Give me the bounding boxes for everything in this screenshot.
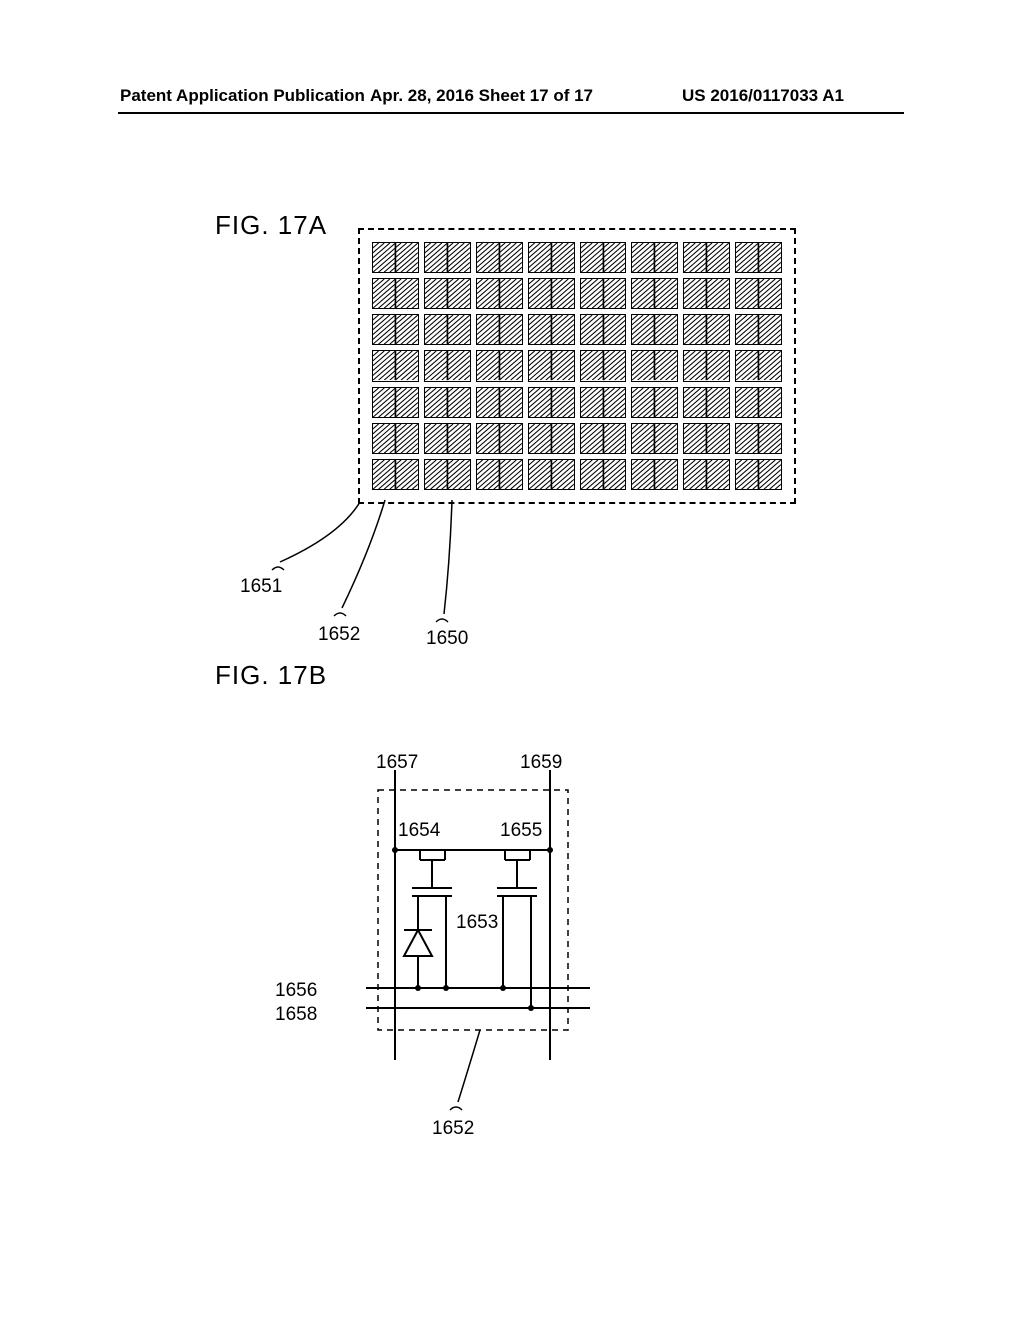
pixel-cell bbox=[372, 459, 419, 490]
pixel-cell bbox=[476, 278, 523, 309]
pixel-cell bbox=[528, 350, 575, 381]
pixel-cell bbox=[735, 242, 782, 273]
callout-1656: 1656 bbox=[275, 980, 317, 1002]
pixel-cell bbox=[683, 242, 730, 273]
pixel-cell bbox=[580, 459, 627, 490]
pixel-cell bbox=[631, 423, 678, 454]
pixel-cell bbox=[683, 314, 730, 345]
callout-1653: 1653 bbox=[456, 912, 498, 934]
pixel-cell bbox=[580, 350, 627, 381]
pixel-cell bbox=[528, 278, 575, 309]
figure-17a bbox=[358, 228, 796, 504]
pixel-cell bbox=[476, 387, 523, 418]
pixel-cell bbox=[580, 242, 627, 273]
pixel-cell bbox=[424, 423, 471, 454]
pixel-cell bbox=[372, 387, 419, 418]
callout-1657: 1657 bbox=[376, 752, 418, 774]
pixel-cell bbox=[683, 278, 730, 309]
pixel-cell bbox=[735, 459, 782, 490]
pixel-cell bbox=[631, 387, 678, 418]
callout-1650: 1650 bbox=[426, 628, 468, 650]
pixel-cell bbox=[580, 387, 627, 418]
pixel-cell bbox=[631, 350, 678, 381]
pixel-cell bbox=[372, 242, 419, 273]
pixel-cell bbox=[580, 314, 627, 345]
pixel-cell bbox=[683, 350, 730, 381]
pixel-cell bbox=[528, 314, 575, 345]
figure-17a-label: FIG. 17A bbox=[215, 210, 327, 241]
callout-1655: 1655 bbox=[500, 820, 542, 842]
pixel-cell bbox=[424, 314, 471, 345]
pixel-cell bbox=[683, 459, 730, 490]
header-rule bbox=[118, 112, 904, 114]
pixel-cell bbox=[528, 387, 575, 418]
pixel-cell bbox=[580, 278, 627, 309]
figure-17a-callouts bbox=[220, 500, 540, 620]
pixel-cell bbox=[683, 423, 730, 454]
pixel-cell bbox=[476, 459, 523, 490]
pixel-cell bbox=[631, 278, 678, 309]
pixel-cell bbox=[683, 387, 730, 418]
pixel-cell bbox=[528, 423, 575, 454]
pixel-cell bbox=[735, 387, 782, 418]
pixel-cell bbox=[631, 314, 678, 345]
pixel-cell bbox=[735, 423, 782, 454]
pixel-cell bbox=[580, 423, 627, 454]
header-date-sheet: Apr. 28, 2016 Sheet 17 of 17 bbox=[370, 86, 593, 106]
figure-17b-label: FIG. 17B bbox=[215, 660, 327, 691]
figure-17b bbox=[360, 760, 620, 1120]
header-pubnumber: US 2016/0117033 A1 bbox=[682, 86, 844, 106]
pixel-cell bbox=[631, 242, 678, 273]
pixel-cell bbox=[476, 350, 523, 381]
callout-1652-b: 1652 bbox=[432, 1118, 474, 1140]
header-publication: Patent Application Publication bbox=[120, 86, 365, 106]
callout-1652-a: 1652 bbox=[318, 624, 360, 646]
pixel-cell bbox=[476, 314, 523, 345]
pixel-cell bbox=[735, 278, 782, 309]
callout-1658: 1658 bbox=[275, 1004, 317, 1026]
pixel-cell bbox=[528, 459, 575, 490]
figure-17b-circuit bbox=[360, 760, 620, 1120]
pixel-cell bbox=[424, 278, 471, 309]
pixel-cell bbox=[424, 350, 471, 381]
pixel-cell bbox=[372, 350, 419, 381]
pixel-cell bbox=[735, 350, 782, 381]
pixel-cell bbox=[476, 242, 523, 273]
pixel-cell bbox=[372, 278, 419, 309]
callout-1659: 1659 bbox=[520, 752, 562, 774]
pixel-cell bbox=[424, 459, 471, 490]
pixel-cell bbox=[528, 242, 575, 273]
callout-1651: 1651 bbox=[240, 576, 282, 598]
pixel-cell bbox=[424, 242, 471, 273]
figure-17a-grid bbox=[372, 242, 782, 490]
pixel-cell bbox=[631, 459, 678, 490]
callout-1654: 1654 bbox=[398, 820, 440, 842]
pixel-cell bbox=[372, 423, 419, 454]
pixel-cell bbox=[735, 314, 782, 345]
pixel-cell bbox=[476, 423, 523, 454]
pixel-cell bbox=[372, 314, 419, 345]
pixel-cell bbox=[424, 387, 471, 418]
